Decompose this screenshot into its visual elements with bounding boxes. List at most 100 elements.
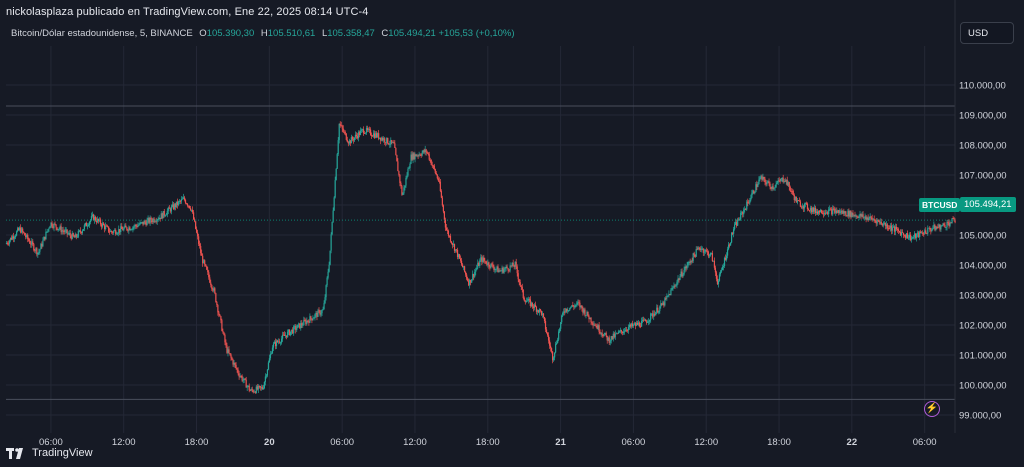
candle-body	[894, 226, 897, 232]
candle-body	[590, 317, 592, 323]
candle-body	[798, 200, 800, 202]
candle-body	[299, 323, 301, 329]
candle-body	[212, 288, 214, 291]
candle-body	[391, 140, 393, 143]
candle-body	[459, 258, 462, 261]
candle-body	[150, 217, 152, 221]
candle-body	[166, 210, 168, 215]
candle-body	[731, 232, 733, 243]
lightning-icon[interactable]: ⚡	[924, 401, 940, 417]
candle-body	[131, 229, 133, 231]
candle-body	[469, 279, 471, 286]
candle-body	[488, 262, 490, 267]
candle-body	[556, 343, 558, 345]
candle-body	[703, 251, 705, 253]
candle-body	[250, 389, 252, 391]
candle-body	[311, 318, 313, 321]
candle-body	[875, 220, 877, 224]
candle-body	[440, 191, 442, 198]
candle-body	[418, 154, 420, 156]
candle-body	[369, 129, 372, 135]
y-tick-label: 101.000,00	[959, 351, 1007, 362]
candle-body	[576, 302, 578, 305]
candle-body	[755, 184, 757, 192]
candle-body	[184, 199, 187, 204]
candle-body	[521, 286, 523, 290]
candle-body	[734, 224, 736, 230]
candle-body	[442, 205, 444, 212]
candle-body	[259, 386, 261, 388]
candle-body	[794, 196, 796, 201]
candle-body	[373, 133, 375, 137]
candle-body	[655, 312, 657, 316]
candle-body	[695, 249, 697, 257]
candle-body	[918, 232, 920, 237]
candle-body	[667, 295, 669, 297]
candle-body	[735, 222, 737, 225]
candle-body	[334, 180, 336, 198]
candle-body	[17, 228, 19, 232]
candle-body	[907, 237, 910, 239]
candle-body	[332, 210, 334, 222]
candle-body	[434, 169, 436, 174]
candle-body	[280, 338, 283, 343]
candle-body	[478, 262, 480, 266]
legend-high-label: H	[260, 28, 268, 39]
candle-body	[281, 334, 284, 339]
candle-body	[713, 260, 716, 268]
candle-body	[779, 180, 781, 182]
candle-body	[719, 271, 722, 275]
x-tick-label: 20	[264, 437, 275, 448]
candle-body	[294, 326, 296, 328]
candle-body	[524, 300, 526, 303]
y-tick-label: 110.000,00	[959, 81, 1006, 92]
candle-body	[198, 236, 200, 244]
candle-body	[15, 235, 17, 238]
candle-body	[426, 152, 428, 153]
candle-body	[254, 391, 256, 393]
candle-body	[130, 229, 132, 231]
footer-brand[interactable]: TradingView	[6, 447, 93, 459]
candle-body	[360, 129, 363, 131]
candle-body	[252, 390, 254, 393]
candle-body	[922, 232, 924, 234]
candle-body	[863, 216, 865, 218]
candle-body	[583, 309, 585, 313]
candle-body	[587, 311, 589, 317]
candle-body	[30, 243, 32, 245]
candle-body	[751, 193, 753, 198]
legend-close-value: 105.494,21	[388, 28, 436, 39]
candle-body	[571, 305, 573, 308]
currency-button[interactable]: USD	[960, 22, 1014, 44]
candle-body	[891, 227, 894, 231]
candle-body	[196, 228, 198, 233]
candle-body	[10, 237, 13, 240]
candle-body	[64, 230, 66, 233]
candle-body	[784, 181, 786, 182]
candle-body	[429, 159, 431, 161]
candle-body	[323, 303, 325, 310]
candle-body	[652, 313, 654, 317]
candle-body	[472, 273, 474, 280]
candle-body	[270, 353, 273, 355]
candle-body	[537, 310, 540, 313]
candle-body	[598, 325, 600, 332]
candle-body	[239, 376, 241, 377]
candle-body	[952, 218, 954, 219]
candle-body	[91, 214, 94, 217]
candle-body	[722, 265, 725, 267]
candle-body	[804, 203, 807, 205]
candle-body	[632, 324, 635, 326]
candle-body	[433, 165, 435, 170]
candle-body	[474, 271, 476, 277]
x-tick-label: 06:00	[913, 437, 937, 448]
candle-body	[370, 134, 373, 136]
candle-body	[702, 248, 704, 253]
candle-body	[335, 168, 337, 181]
candle-body	[83, 225, 85, 230]
candle-body	[227, 349, 229, 353]
candle-body	[34, 250, 36, 252]
candle-body	[327, 271, 329, 278]
candle-body	[256, 386, 258, 390]
